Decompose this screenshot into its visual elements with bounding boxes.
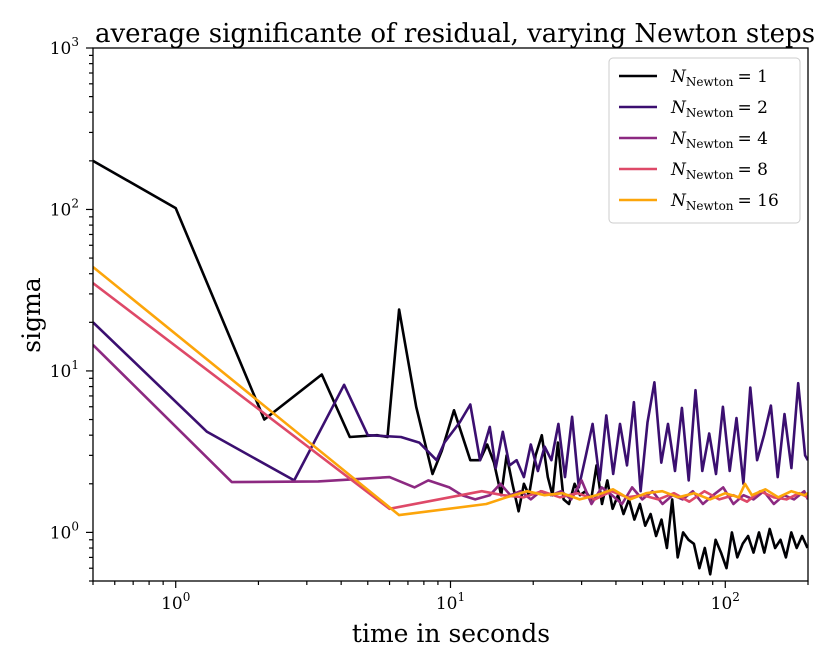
y-tick-label-2: 101 xyxy=(50,358,79,382)
legend-box xyxy=(608,57,801,224)
series-line-1 xyxy=(93,159,808,576)
y-tick-label-1: 100 xyxy=(50,519,79,543)
x-tick-label-2: 101 xyxy=(436,590,465,614)
series-line-5 xyxy=(93,265,808,517)
legend: NNewton = 1 NNewton = 2 NNewton = 4 NNewton = 8… xyxy=(608,57,801,224)
series-layer xyxy=(93,159,808,576)
y-axis-label: sigma xyxy=(17,277,46,353)
legend-label-3: NNewton = 4 xyxy=(670,129,768,151)
y-tick-label-4: 103 xyxy=(50,35,79,59)
chart-title: average significante of residual, varyin… xyxy=(95,19,815,49)
legend-label-5: NNewton = 16 xyxy=(670,191,779,213)
x-tick-label-3: 102 xyxy=(711,590,740,614)
x-tick-label-1: 100 xyxy=(161,590,190,614)
legend-label-2: NNewton = 2 xyxy=(670,98,768,120)
ticks-layer: 100 101 102 100 101 102 103 xyxy=(50,35,809,614)
legend-label-1: NNewton = 1 xyxy=(670,67,768,89)
y-tick-label-3: 102 xyxy=(50,196,79,220)
series-line-4 xyxy=(93,282,808,511)
series-line-2 xyxy=(93,321,808,493)
x-axis-label: time in seconds xyxy=(352,619,550,648)
legend-label-4: NNewton = 8 xyxy=(670,160,768,182)
